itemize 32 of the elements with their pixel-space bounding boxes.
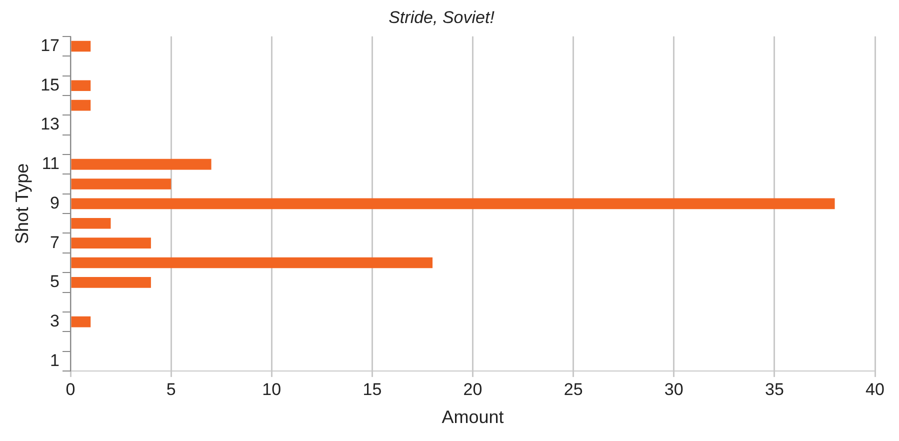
y-tick-label: 7	[50, 232, 60, 252]
y-tick-label: 13	[40, 114, 60, 134]
x-tick-label: 5	[166, 380, 176, 399]
chart-title: Stride, Soviet!	[388, 8, 495, 27]
x-axis-title: Amount	[442, 407, 504, 428]
bar	[71, 40, 91, 52]
x-tick-label: 15	[362, 380, 382, 399]
bar	[71, 277, 151, 288]
y-tick-label: 5	[50, 272, 60, 292]
bar	[71, 158, 212, 170]
bar	[71, 178, 172, 190]
y-tick-label: 15	[40, 75, 60, 94]
bar	[71, 218, 111, 229]
y-tick-label: 1	[50, 350, 60, 370]
x-tick-label: 0	[66, 380, 76, 399]
bar	[71, 316, 91, 328]
x-tick-label: 20	[463, 380, 482, 399]
y-tick-label: 17	[40, 36, 60, 55]
x-tick-label: 25	[564, 380, 583, 399]
x-tick-label: 40	[866, 380, 884, 399]
y-axis-title: Shot Type	[12, 163, 32, 244]
bar	[71, 238, 151, 248]
bar	[71, 80, 91, 92]
y-tick-label: 3	[50, 311, 60, 330]
bar	[71, 198, 835, 210]
y-tick-label: 11	[42, 154, 60, 174]
x-tick-label: 30	[664, 380, 684, 399]
x-tick-label: 10	[262, 380, 282, 399]
bar	[71, 100, 91, 111]
bar	[71, 257, 433, 268]
y-tick-label: 9	[50, 193, 60, 212]
x-tick-label: 35	[764, 380, 784, 399]
